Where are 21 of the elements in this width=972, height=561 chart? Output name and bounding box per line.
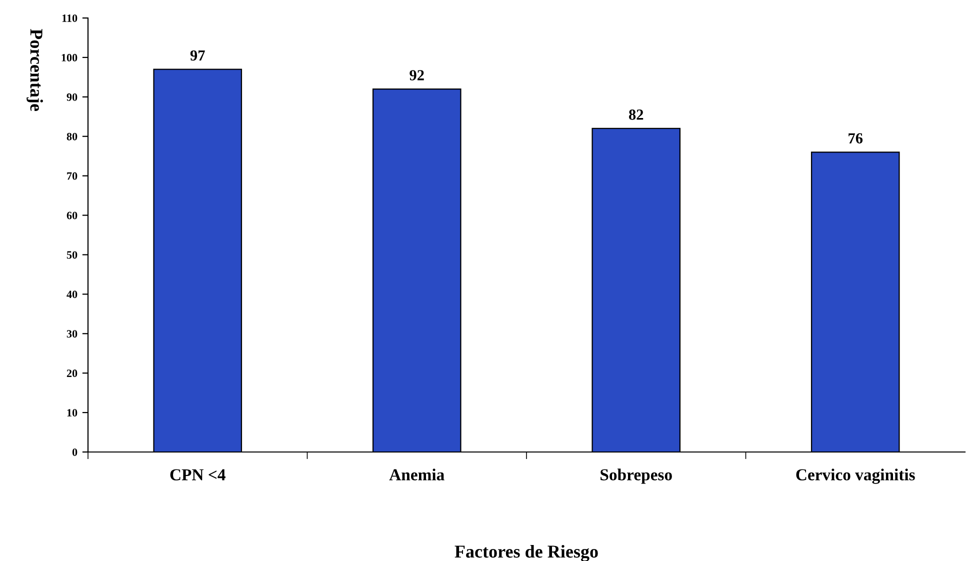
y-tick-label: 50 <box>66 251 78 259</box>
data-label: 76 <box>848 133 863 144</box>
y-tick-label: 20 <box>66 370 78 378</box>
x-tick-label: Sobrepeso <box>600 468 672 484</box>
y-tick-label: 90 <box>66 93 78 101</box>
x-tick-label: CPN <4 <box>170 469 226 480</box>
y-tick-label: 110 <box>62 14 78 22</box>
y-tick-label: 40 <box>66 290 78 298</box>
y-tick-label: 0 <box>72 448 78 456</box>
y-tick-label: 70 <box>67 172 78 180</box>
data-label: 97 <box>190 50 205 61</box>
x-tick-label: Cervico vaginitis <box>796 468 915 484</box>
y-tick-label: 100 <box>62 54 78 62</box>
x-tick-label: Anemia <box>389 468 444 480</box>
y-tick-label: 10 <box>67 409 78 417</box>
y-tick-label: 60 <box>66 212 78 220</box>
y-tick-label: 30 <box>66 330 78 338</box>
y-tick-label: 80 <box>66 132 78 140</box>
data-label: 92 <box>410 70 424 80</box>
y-axis-title: Porcentaje <box>26 28 43 112</box>
data-label: 82 <box>628 110 644 120</box>
